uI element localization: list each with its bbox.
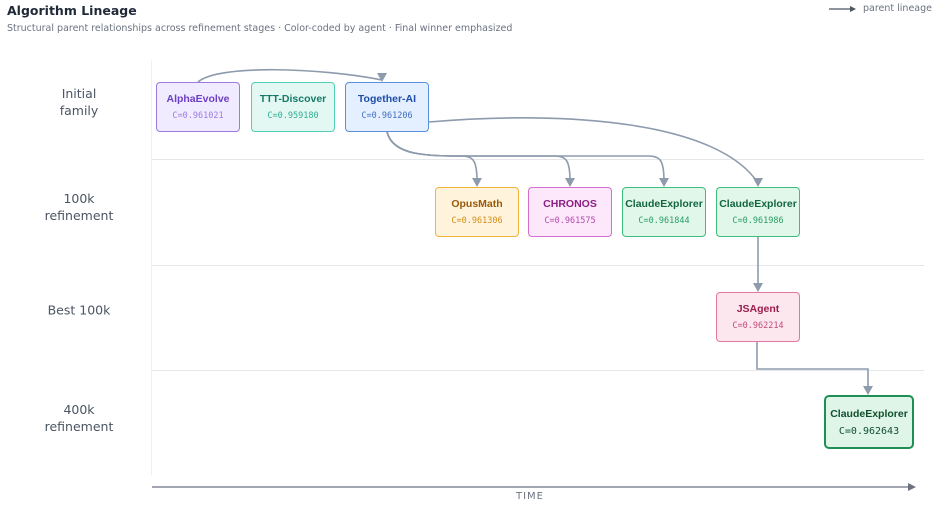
algorithm-node: Together-AI C=0.961206 — [345, 82, 429, 132]
diagram-subtitle: Structural parent relationships across r… — [7, 23, 513, 34]
stage-column-divider — [151, 60, 152, 475]
node-score: C=0.959180 — [267, 111, 319, 121]
node-score: C=0.961986 — [732, 216, 784, 226]
algorithm-node: ClaudeExplorer C=0.961986 — [716, 187, 800, 237]
lane-divider — [152, 265, 924, 266]
algorithm-node: ClaudeExplorer C=0.961844 — [622, 187, 706, 237]
arrowhead — [377, 73, 387, 82]
lineage-edge — [386, 131, 571, 182]
node-score: C=0.961021 — [172, 111, 224, 121]
arrowhead — [863, 386, 873, 395]
node-name: TTT-Discover — [259, 93, 327, 105]
node-name: ClaudeExplorer — [719, 198, 797, 210]
arrowhead — [659, 178, 669, 187]
legend-label: parent lineage — [862, 3, 932, 14]
node-score: C=0.961306 — [451, 216, 503, 226]
node-name: ClaudeExplorer — [625, 198, 703, 210]
lineage-edge — [386, 131, 665, 182]
node-score: C=0.961575 — [544, 216, 596, 226]
node-name: ClaudeExplorer — [830, 407, 908, 420]
node-name: CHRONOS — [543, 198, 597, 210]
time-axis-label: TIME — [515, 491, 544, 502]
lane-divider — [152, 370, 924, 371]
arrowhead — [565, 178, 575, 187]
arrowhead — [472, 178, 482, 187]
node-name: JSAgent — [736, 303, 780, 315]
time-axis — [152, 483, 916, 491]
arrow-right-icon — [828, 5, 856, 12]
arrowhead — [753, 178, 763, 187]
stage-label: Best 100k — [47, 302, 111, 318]
node-score: C=0.961206 — [361, 111, 413, 121]
node-score: C=0.962214 — [732, 321, 784, 331]
algorithm-node: CHRONOS C=0.961575 — [528, 187, 612, 237]
algorithm-node: AlphaEvolve C=0.961021 — [156, 82, 240, 132]
lineage-edge — [756, 342, 869, 391]
node-score: C=0.962643 — [838, 425, 900, 437]
node-score: C=0.961844 — [638, 216, 690, 226]
algorithm-node: TTT-Discover C=0.959180 — [251, 82, 335, 132]
algorithm-node: OpusMath C=0.961306 — [435, 187, 519, 237]
stage-label: Initial family — [59, 86, 99, 118]
node-name: Together-AI — [357, 93, 417, 105]
lineage-edge — [428, 117, 759, 184]
stage-label: 400k refinement — [44, 402, 114, 434]
diagram-title: Algorithm Lineage — [7, 3, 137, 18]
stage-label: 100k refinement — [44, 191, 114, 223]
algorithm-node: JSAgent C=0.962214 — [716, 292, 800, 342]
node-name: OpusMath — [451, 198, 503, 210]
lineage-edge — [197, 68, 383, 83]
node-name: AlphaEvolve — [166, 93, 230, 105]
lineage-edge — [386, 131, 478, 182]
lane-divider — [152, 159, 924, 160]
winner-node: ClaudeExplorer C=0.962643 — [824, 395, 914, 449]
legend: parent lineage — [828, 3, 932, 14]
arrowhead — [753, 283, 763, 292]
